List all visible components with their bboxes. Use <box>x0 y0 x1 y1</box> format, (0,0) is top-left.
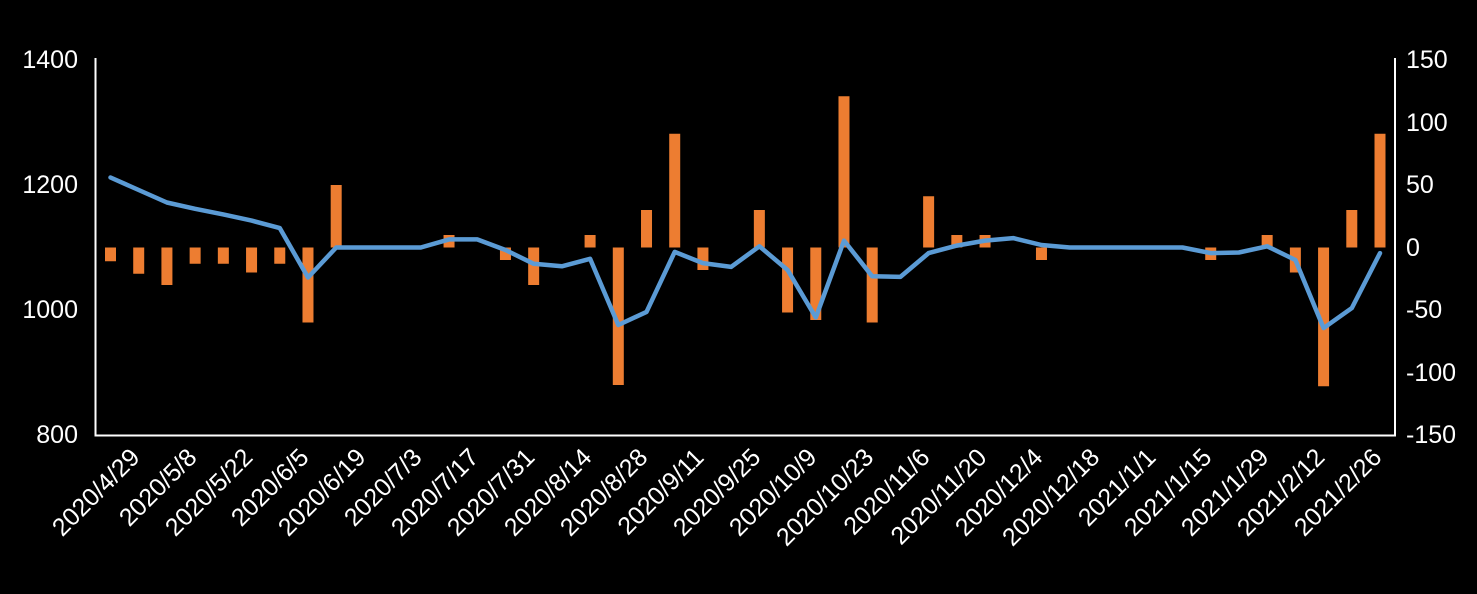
bar <box>584 235 596 248</box>
bar <box>189 247 201 264</box>
bar <box>499 247 511 260</box>
bar <box>641 210 653 248</box>
bar <box>105 247 116 262</box>
bar <box>161 247 173 285</box>
bar <box>1374 133 1386 248</box>
left-axis-tick-label: 1200 <box>22 171 78 199</box>
right-axis-tick-label: -100 <box>1406 358 1457 387</box>
bar <box>1035 247 1047 260</box>
right-axis-tick-label: 50 <box>1406 171 1434 199</box>
bar <box>528 247 540 285</box>
bar <box>1318 247 1330 387</box>
bar <box>669 133 681 248</box>
right-axis-tick-label: -150 <box>1406 421 1457 449</box>
bar <box>838 96 850 248</box>
line-series <box>108 175 1383 331</box>
bar <box>697 247 709 270</box>
left-axis-tick-label: 800 <box>36 421 78 449</box>
right-axis-tick-label: 0 <box>1406 233 1420 262</box>
bar <box>1346 210 1358 248</box>
bar <box>753 210 765 248</box>
right-axis-tick-label: -50 <box>1406 296 1443 324</box>
bar <box>951 235 963 248</box>
bar <box>810 247 822 320</box>
bar <box>782 247 794 313</box>
right-axis-tick-label: 100 <box>1406 108 1448 137</box>
bar <box>274 247 286 264</box>
bar <box>302 247 314 323</box>
bar <box>866 247 878 323</box>
bar <box>923 196 935 248</box>
bar <box>217 247 229 264</box>
bar <box>133 247 145 274</box>
bar <box>1261 235 1273 248</box>
right-axis-tick-label: 150 <box>1406 46 1448 74</box>
left-axis-tick-label: 1000 <box>22 296 78 324</box>
bar <box>612 247 624 385</box>
left-axis-tick-label: 1400 <box>22 46 78 74</box>
bar <box>246 247 258 273</box>
bar <box>330 185 342 248</box>
